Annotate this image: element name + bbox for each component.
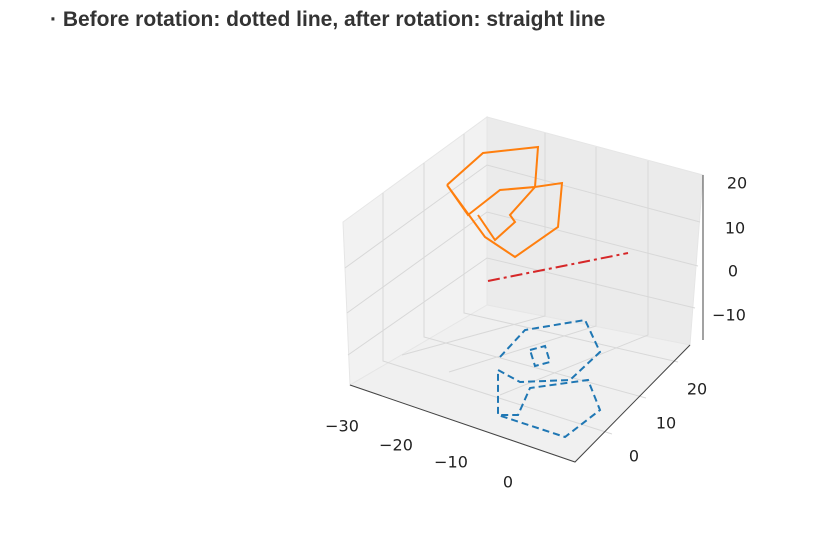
y-tick-label: 0	[629, 447, 639, 466]
x-tick-label: −10	[434, 453, 468, 472]
rotated-shape	[446, 145, 564, 259]
y-tick-label: 20	[687, 380, 707, 399]
original-shape	[497, 318, 602, 439]
x-tick-label: 0	[503, 473, 513, 492]
axis-lines	[349, 175, 704, 463]
grid	[344, 133, 701, 435]
y-tick-label: 10	[656, 414, 676, 433]
x-tick-label: −30	[325, 417, 359, 436]
z-tick-label: 10	[725, 219, 745, 238]
z-tick-label: 20	[727, 174, 747, 193]
z-tick-label: −10	[712, 306, 746, 325]
x-tick-label: −20	[379, 436, 413, 455]
rotation-axis	[487, 252, 629, 282]
z-tick-label: 0	[728, 262, 738, 281]
note: · Before rotation: dotted line, after ro…	[50, 8, 606, 31]
right-pane	[486, 116, 704, 346]
